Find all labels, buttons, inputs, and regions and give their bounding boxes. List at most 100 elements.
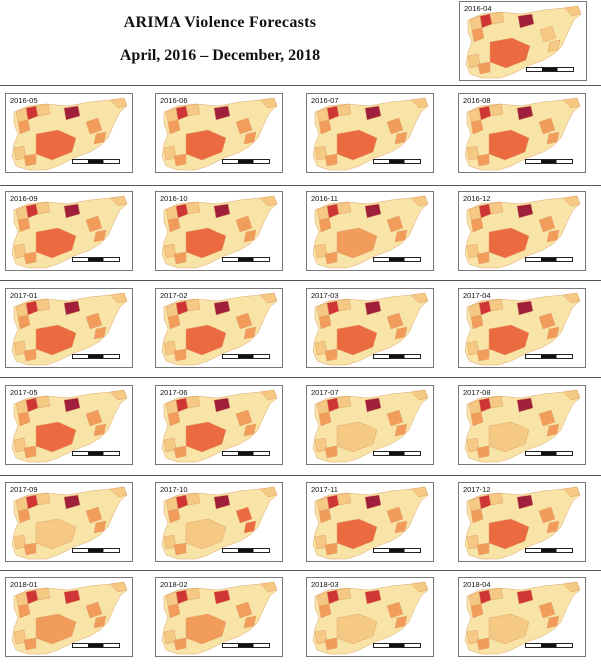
map-panel: 2017-07 bbox=[306, 385, 434, 465]
east-region bbox=[386, 215, 404, 233]
aleppo-west-region bbox=[488, 587, 504, 601]
syria-choropleth-map bbox=[464, 292, 581, 366]
northern-hotspot-region bbox=[63, 589, 81, 605]
scale-bar bbox=[72, 257, 120, 262]
scale-bar bbox=[222, 354, 270, 359]
northeast-region bbox=[562, 97, 581, 109]
aleppo-west-region bbox=[185, 587, 201, 601]
map-panel: 2018-03 bbox=[306, 577, 434, 657]
southwest-region bbox=[324, 445, 338, 459]
aleppo-west-region bbox=[185, 103, 201, 117]
northeast-region bbox=[410, 195, 429, 207]
northern-hotspot-region bbox=[516, 494, 534, 510]
map-panel: 2017-08 bbox=[458, 385, 586, 465]
panel-date-label: 2016-10 bbox=[160, 194, 188, 203]
northeast-region bbox=[259, 389, 278, 401]
map-panel: 2016-09 bbox=[5, 191, 133, 271]
central-desert-region bbox=[35, 421, 77, 453]
central-desert-region bbox=[35, 613, 77, 645]
syria-choropleth-map bbox=[161, 292, 278, 366]
southwest-region bbox=[476, 153, 490, 167]
coastal-region bbox=[471, 27, 485, 43]
scale-bar bbox=[222, 451, 270, 456]
syria-choropleth-map bbox=[161, 389, 278, 463]
map-panel: 2017-03 bbox=[306, 288, 434, 368]
syria-choropleth-map bbox=[11, 389, 128, 463]
scale-bar bbox=[72, 354, 120, 359]
syria-choropleth-map bbox=[464, 581, 581, 655]
central-desert-region bbox=[336, 324, 378, 356]
east-region bbox=[85, 506, 103, 524]
map-panel: 2016-07 bbox=[306, 93, 434, 173]
map-panel: 2018-04 bbox=[458, 577, 586, 657]
scale-bar bbox=[525, 354, 573, 359]
southeast-region bbox=[394, 326, 408, 340]
syria-choropleth-map bbox=[312, 389, 429, 463]
scale-bar bbox=[526, 67, 574, 72]
central-desert-region bbox=[35, 518, 77, 550]
east-region bbox=[538, 506, 556, 524]
southeast-region bbox=[93, 615, 107, 629]
coastal-region bbox=[470, 411, 484, 427]
aleppo-west-region bbox=[35, 395, 51, 409]
panel-date-label: 2016-11 bbox=[311, 194, 338, 203]
syria-choropleth-map bbox=[312, 195, 429, 269]
southwest-region bbox=[476, 445, 490, 459]
aleppo-west-region bbox=[488, 395, 504, 409]
syria-choropleth-map bbox=[312, 486, 429, 560]
southeast-region bbox=[394, 229, 408, 243]
syria-choropleth-map bbox=[161, 581, 278, 655]
central-desert-region bbox=[336, 518, 378, 550]
southwest-region bbox=[173, 153, 187, 167]
east-region bbox=[386, 117, 404, 135]
northeast-region bbox=[259, 195, 278, 207]
syria-choropleth-map bbox=[312, 292, 429, 366]
southwest-region bbox=[173, 445, 187, 459]
southwest-region bbox=[173, 542, 187, 556]
northern-hotspot-region bbox=[63, 203, 81, 219]
aleppo-west-region bbox=[185, 298, 201, 312]
syria-choropleth-map bbox=[464, 195, 581, 269]
map-panel: 2017-11 bbox=[306, 482, 434, 562]
panel-date-label: 2017-03 bbox=[311, 291, 339, 300]
southeast-region bbox=[546, 423, 560, 437]
east-region bbox=[538, 601, 556, 619]
aleppo-west-region bbox=[336, 492, 352, 506]
coastal-region bbox=[318, 411, 332, 427]
east-region bbox=[538, 215, 556, 233]
southwest-region bbox=[476, 637, 490, 651]
scale-bar bbox=[72, 451, 120, 456]
southeast-region bbox=[394, 131, 408, 145]
syria-choropleth-map bbox=[161, 486, 278, 560]
scale-bar bbox=[525, 548, 573, 553]
southeast-region bbox=[394, 615, 408, 629]
map-panel: 2017-05 bbox=[5, 385, 133, 465]
northern-hotspot-region bbox=[517, 13, 535, 29]
northeast-region bbox=[410, 389, 429, 401]
east-region bbox=[235, 409, 253, 427]
northeast-region bbox=[410, 97, 429, 109]
southeast-region bbox=[547, 39, 561, 53]
row-separator bbox=[0, 85, 601, 86]
aleppo-west-region bbox=[336, 103, 352, 117]
southwest-region bbox=[173, 348, 187, 362]
coastal-region bbox=[318, 314, 332, 330]
east-region bbox=[235, 312, 253, 330]
map-panel: 2017-01 bbox=[5, 288, 133, 368]
aleppo-west-region bbox=[488, 298, 504, 312]
coastal-region bbox=[167, 411, 181, 427]
panel-date-label: 2017-08 bbox=[463, 388, 491, 397]
aleppo-west-region bbox=[336, 201, 352, 215]
coastal-region bbox=[167, 119, 181, 135]
east-region bbox=[85, 601, 103, 619]
coastal-region bbox=[318, 217, 332, 233]
scale-bar bbox=[525, 643, 573, 648]
map-panel: 2016-10 bbox=[155, 191, 283, 271]
aleppo-west-region bbox=[336, 587, 352, 601]
northeast-region bbox=[259, 486, 278, 498]
panel-date-label: 2017-10 bbox=[160, 485, 188, 494]
central-desert-region bbox=[336, 421, 378, 453]
east-region bbox=[386, 409, 404, 427]
northern-hotspot-region bbox=[364, 105, 382, 121]
southwest-region bbox=[23, 637, 37, 651]
